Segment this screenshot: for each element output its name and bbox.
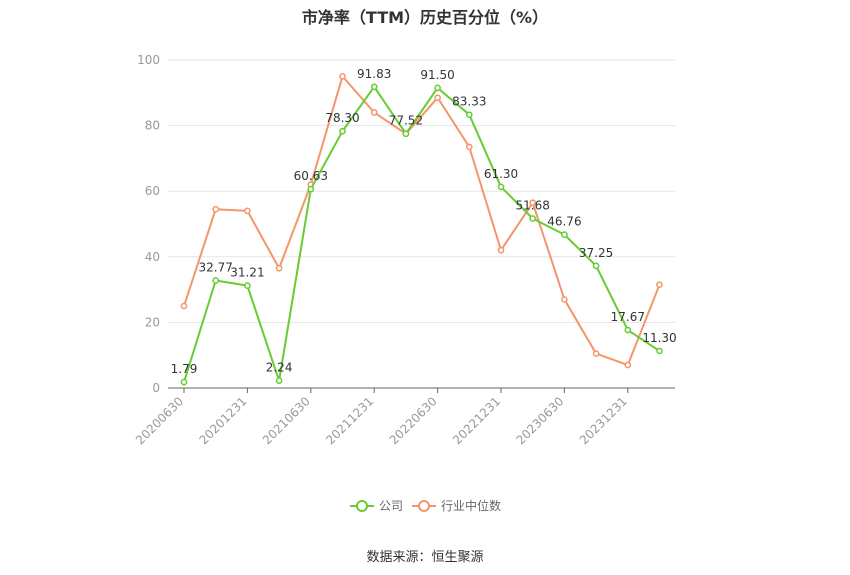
y-axis-ticks: 0 20 40 60 80 100 (137, 53, 160, 395)
x-tick-label: 20200630 (133, 394, 186, 447)
data-point (307, 185, 315, 193)
data-point (275, 264, 283, 272)
legend-swatch-marker (418, 500, 430, 512)
data-point (244, 282, 251, 289)
data-point (465, 143, 473, 151)
data-point (561, 231, 568, 238)
data-point (370, 109, 378, 116)
y-tick-label: 40 (145, 250, 160, 264)
x-tick-label: 20201231 (196, 394, 249, 447)
legend-label: 行业中位数 (441, 498, 501, 513)
data-point (465, 111, 473, 119)
data-label: 11.30 (642, 331, 676, 345)
y-tick-label: 80 (145, 119, 160, 133)
chart-title: 市净率（TTM）历史百分位（%） (301, 8, 549, 27)
data-point (592, 262, 600, 270)
x-tick-label: 20230630 (513, 394, 566, 447)
data-point (529, 215, 537, 222)
data-point (212, 205, 220, 213)
data-point (656, 347, 663, 355)
x-tick-label: 20210630 (260, 394, 313, 447)
data-label: 77.52 (389, 114, 423, 128)
y-tick-label: 100 (137, 53, 160, 67)
data-point (180, 378, 188, 386)
data-label: 91.50 (420, 68, 454, 82)
data-point (244, 207, 251, 215)
data-label: 1.79 (171, 362, 198, 376)
data-label: 60.63 (294, 169, 328, 183)
data-label: 61.30 (484, 167, 518, 181)
data-label: 83.33 (452, 95, 486, 109)
x-tick-label: 20211231 (323, 394, 376, 447)
data-label: 31.21 (230, 266, 264, 280)
legend-swatch-marker (356, 500, 368, 512)
data-label: 91.83 (357, 67, 391, 81)
data-point (212, 277, 220, 284)
x-axis: 20200630 20201231 20210630 20211231 20220630… (133, 387, 675, 447)
data-label: 32.77 (199, 261, 233, 275)
data-point (497, 183, 505, 191)
legend-label: 公司 (379, 499, 403, 513)
series-line (183, 85, 661, 383)
legend: 公司 行业中位数 (350, 498, 501, 513)
data-point (497, 246, 505, 254)
series-company (180, 83, 663, 386)
y-tick-label: 0 (152, 381, 160, 395)
data-point (339, 127, 346, 135)
data-point (592, 350, 600, 357)
data-point (339, 73, 346, 80)
y-tick-label: 60 (145, 184, 160, 198)
data-point (561, 296, 568, 303)
x-tick-label: 20221231 (450, 394, 503, 447)
data-point (370, 83, 378, 91)
data-label: 51.68 (516, 198, 550, 212)
data-point (434, 84, 441, 92)
data-source-note: 数据来源：恒生聚源 (366, 550, 484, 565)
data-point (180, 302, 188, 310)
data-point (624, 361, 632, 369)
data-point (624, 326, 632, 334)
data-label: 46.76 (547, 215, 581, 229)
y-tick-label: 20 (145, 315, 160, 329)
data-point (656, 281, 663, 289)
x-tick-label: 20220630 (387, 394, 440, 447)
x-tick-label: 20231231 (577, 394, 630, 447)
data-point (434, 94, 441, 102)
data-label: 78.30 (325, 111, 359, 125)
grid-lines (168, 59, 675, 323)
data-label: 37.25 (579, 246, 613, 260)
data-label: 2.24 (266, 361, 293, 375)
data-point (275, 377, 283, 385)
series-line (183, 75, 661, 367)
data-point (529, 199, 537, 207)
data-label: 17.67 (611, 310, 645, 324)
data-point (402, 130, 410, 138)
